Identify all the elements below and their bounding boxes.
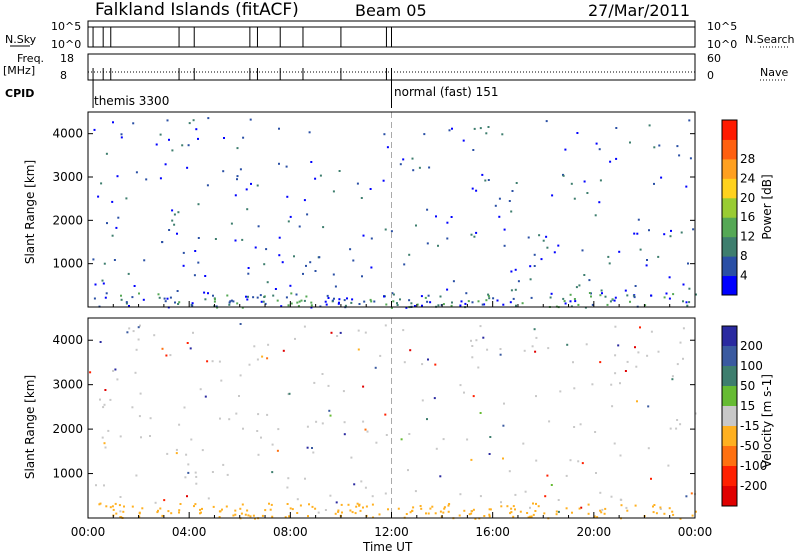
x-tick-label-2: 08:00 (273, 525, 308, 539)
power-colorbar-swatch-0 (722, 275, 737, 296)
power-colorbar-tick-6: 28 (740, 152, 755, 166)
cpid-segment-themis: themis 3300 (94, 94, 170, 108)
velocity-colorbar-tick-5: -50 (740, 439, 760, 453)
station-title: Falkland Islands (fitACF) (95, 0, 299, 20)
velocity-data (89, 323, 697, 520)
power-colorbar-tick-0: 4 (740, 269, 748, 283)
x-tick-label-5: 20:00 (577, 525, 612, 539)
x-tick-label-6: 00:00 (678, 525, 713, 539)
velocity-colorbar-swatch-7 (722, 466, 737, 487)
velocity-colorbar-swatch-6 (722, 446, 737, 467)
velocity-ytick-label-1: 2000 (52, 422, 83, 436)
power-colorbar-tick-4: 20 (740, 191, 755, 205)
velocity-colorbar-tick-1: 100 (740, 359, 763, 373)
velocity-colorbar-tick-2: 50 (740, 379, 755, 393)
velocity-ytick-label-3: 4000 (52, 333, 83, 347)
velocity-colorbar-swatch-4 (722, 406, 737, 427)
n-sky-tick-low: 10^0 (51, 38, 82, 51)
velocity-colorbar-swatch-8 (722, 486, 737, 507)
x-tick-label-4: 16:00 (475, 525, 510, 539)
velocity-colorbar-tick-0: 200 (740, 339, 763, 353)
power-colorbar-tick-5: 24 (740, 171, 755, 185)
n-sky-label: N.Sky (5, 33, 37, 46)
power-colorbar-swatch-1 (722, 256, 737, 277)
cpid-segment-normal: normal (fast) 151 (394, 85, 499, 99)
n-search-tick-low: 10^0 (707, 38, 738, 51)
date-title: 27/Mar/2011 (588, 1, 691, 20)
power-colorbar-swatch-7 (722, 139, 737, 160)
velocity-colorbar-swatch-5 (722, 426, 737, 447)
cpid-label: CPID (5, 87, 35, 100)
velocity-colorbar-tick-6: -100 (740, 459, 767, 473)
power-ytick-label-2: 3000 (52, 170, 83, 184)
x-tick-label-0: 00:00 (71, 525, 106, 539)
power-ytick-label-0: 1000 (52, 257, 83, 271)
power-colorbar-frame (721, 119, 738, 296)
velocity-ytick-label-0: 1000 (52, 467, 83, 481)
freq-label: Freq. (17, 52, 45, 65)
power-colorbar-swatch-2 (722, 236, 737, 257)
power-colorbar-swatch-5 (722, 178, 737, 199)
power-data (92, 117, 697, 309)
freq-tick-high: 18 (60, 52, 74, 65)
x-axis-label: Time UT (363, 540, 413, 554)
power-colorbar-swatch-6 (722, 158, 737, 179)
freq-units: [MHz] (3, 64, 36, 77)
velocity-colorbar-swatch-0 (722, 326, 737, 347)
velocity-ytick-label-2: 3000 (52, 378, 83, 392)
velocity-colorbar-tick-4: -15 (740, 419, 760, 433)
power-colorbar-swatch-3 (722, 217, 737, 238)
power-colorbar-swatch-4 (722, 197, 737, 218)
velocity-colorbar-tick-3: 15 (740, 399, 755, 413)
power-colorbar-label: Power [dB] (760, 174, 774, 240)
velocity-colorbar-swatch-3 (722, 386, 737, 407)
power-colorbar-tick-1: 8 (740, 249, 748, 263)
velocity-ylabel: Slant Range [km] (23, 374, 37, 480)
power-colorbar-tick-2: 12 (740, 230, 755, 244)
nave-tick-high: 60 (707, 52, 721, 65)
power-ylabel: Slant Range [km] (23, 159, 37, 265)
nave-tick-low: 0 (707, 69, 714, 82)
power-ytick-label-1: 2000 (52, 213, 83, 227)
velocity-colorbar-frame (721, 325, 738, 507)
velocity-colorbar-swatch-1 (722, 346, 737, 367)
n-search-tick-high: 10^5 (707, 20, 738, 33)
beam-title: Beam 05 (355, 1, 427, 20)
n-sky-tick-high: 10^5 (51, 20, 82, 33)
velocity-colorbar-label: Velocity [m s-1] (760, 374, 774, 468)
n-search-label: N.Search (745, 33, 795, 46)
power-ytick-label-3: 4000 (52, 127, 83, 141)
x-tick-label-1: 04:00 (172, 525, 207, 539)
velocity-colorbar-tick-7: -200 (740, 479, 767, 493)
power-colorbar-swatch-8 (722, 120, 737, 140)
power-colorbar-tick-3: 16 (740, 210, 755, 224)
nave-label: Nave (760, 66, 789, 79)
x-tick-label-3: 12:00 (374, 525, 409, 539)
velocity-colorbar-swatch-2 (722, 366, 737, 387)
freq-tick-low: 8 (60, 69, 67, 82)
